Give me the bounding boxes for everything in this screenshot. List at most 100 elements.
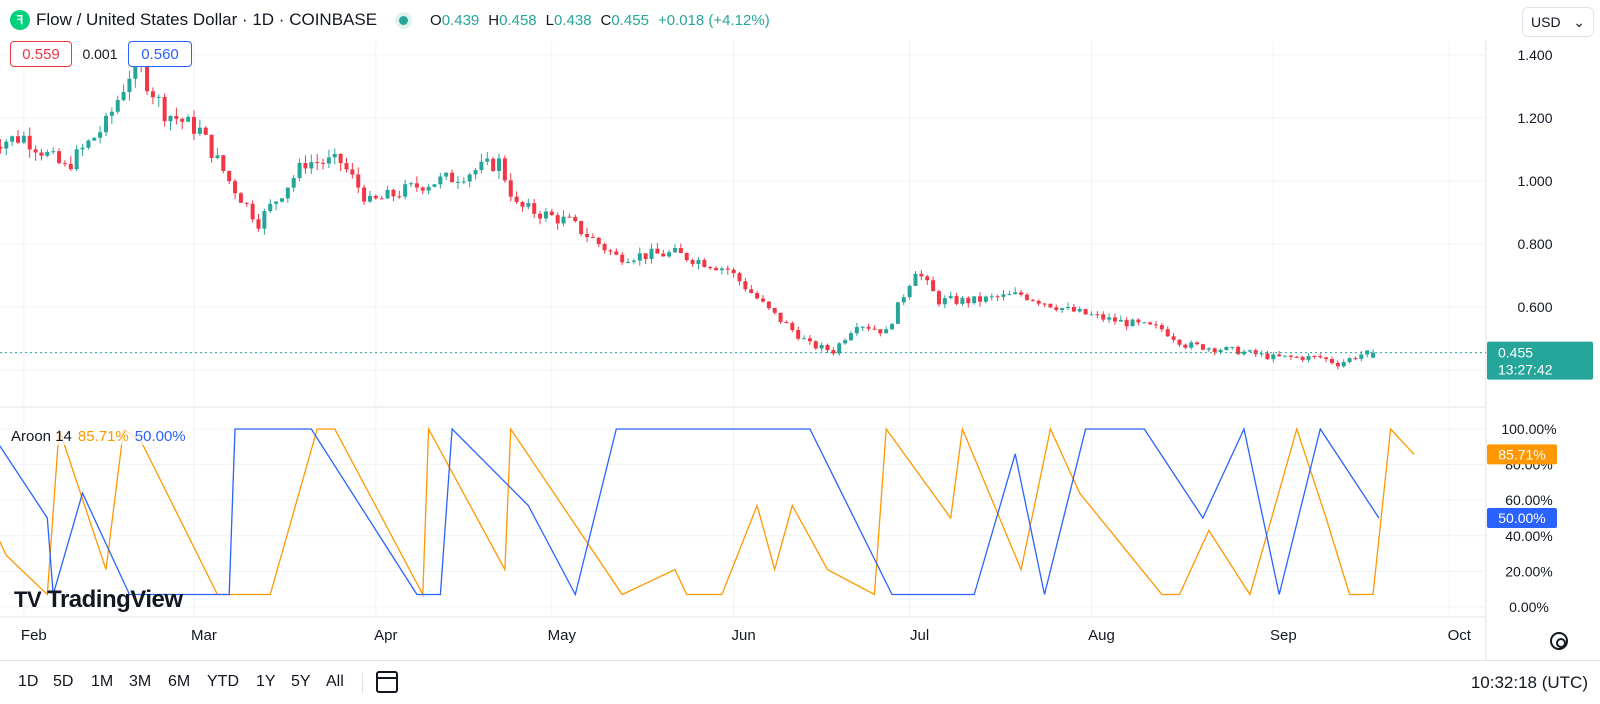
candle-body [1283,355,1288,357]
candle-body [1107,317,1112,320]
candle-body [843,340,848,344]
range-1m-button[interactable]: 1M [91,673,114,690]
candle-body [1341,361,1346,367]
candle-body [274,201,279,204]
candle-body [362,187,367,202]
candle-body [373,195,378,199]
candle-body [1130,319,1135,327]
candle-body [890,323,895,330]
candle-body [1177,339,1182,345]
range-1d-button[interactable]: 1D [18,673,39,690]
candle-body [80,147,85,150]
candle-body [485,158,490,162]
candle-body [860,326,865,328]
candle-body [1095,314,1100,316]
candle-body [766,301,771,309]
candle-body [127,78,132,92]
candle-body [978,296,983,302]
time-tick-label: May [548,627,577,644]
candle-body [1212,348,1217,352]
candle-body [1206,348,1211,350]
price-tick-label: 0.600 [1517,299,1552,315]
candle-body [1030,299,1035,301]
symbol-title[interactable]: Flow / United States Dollar · 1D · COINB… [36,10,378,29]
candle-body [796,329,801,339]
candle-body [1224,346,1229,351]
candle-body [297,162,302,179]
candle-body [321,162,326,164]
range-5y-button[interactable]: 5Y [291,673,311,690]
candle-body [667,252,672,257]
candle-body [802,338,807,340]
calendar-goto-icon[interactable] [376,671,398,693]
candle-body [684,253,689,260]
range-5d-button[interactable]: 5D [53,673,74,690]
candle-body [719,268,724,271]
aroon-up-value: 85.71% [77,428,129,445]
range-1y-button[interactable]: 1Y [256,673,276,690]
candle-body [760,298,765,302]
buy-price-button[interactable]: 0.560 [128,41,192,67]
candle-body [743,281,748,290]
aroon-title: Aroon 14 [11,428,72,445]
candle-body [819,344,824,349]
candle-body [1288,355,1293,357]
candle-body [637,253,642,261]
time-tick-label: Mar [191,627,217,644]
candle-body [385,189,390,199]
candle-body [1200,344,1205,350]
candle-body [98,132,103,138]
candle-body [737,273,742,282]
candle-body [268,203,273,212]
candle-body [1365,350,1370,355]
candle-body [1329,359,1334,363]
candle-body [1165,329,1170,337]
range-3m-button[interactable]: 3M [129,673,152,690]
candle-body [45,151,50,156]
utc-clock[interactable]: 10:32:18 (UTC) [1470,673,1588,692]
candle-body [696,260,701,264]
price-tick-label: 0.800 [1517,236,1552,252]
time-tick-label: Oct [1448,627,1472,644]
candle-body [197,127,202,134]
candle-body [39,152,44,156]
candle-body [1089,314,1094,316]
candle-body [567,216,572,218]
candle-body [966,297,971,304]
candle-body [1347,358,1352,362]
candle-body [784,321,789,324]
candle-body [403,184,408,197]
sell-price-button[interactable]: 0.559 [10,41,72,67]
candle-body [848,333,853,341]
tradingview-logo[interactable]: TV TradingView [14,586,183,613]
candle-body [1195,342,1200,345]
candle-body [4,141,9,149]
candle-body [837,343,842,354]
tradingview-logo-icon: TV [14,587,42,612]
range-6m-button[interactable]: 6M [168,673,191,690]
candle-body [555,215,560,224]
settings-gear-icon[interactable] [1550,632,1568,650]
candle-body [1171,336,1176,340]
candle-body [168,115,173,122]
spread-value: 0.001 [80,41,120,67]
candle-body [1054,307,1059,311]
aroon-legend[interactable]: Aroon 14 85.71% 50.00% [11,428,192,445]
candle-body [1048,303,1053,308]
candle-body [866,326,871,329]
currency-select[interactable]: USD ⌄ [1522,7,1594,37]
aroon-line-down [0,426,1380,597]
aroon-tick-label: 20.00% [1505,563,1552,579]
candle-body [1154,324,1159,326]
price-tick-label: 1.200 [1517,110,1552,126]
candle-body [895,302,900,324]
candle-body [450,172,455,183]
candle-body [543,211,548,219]
candle-body [936,291,941,305]
range-ytd-button[interactable]: YTD [207,673,239,690]
candle-body [1142,322,1147,324]
aroon-tick-label: 100.00% [1501,421,1556,437]
range-all-button[interactable]: All [326,673,344,690]
last-price-badge [1487,341,1593,380]
